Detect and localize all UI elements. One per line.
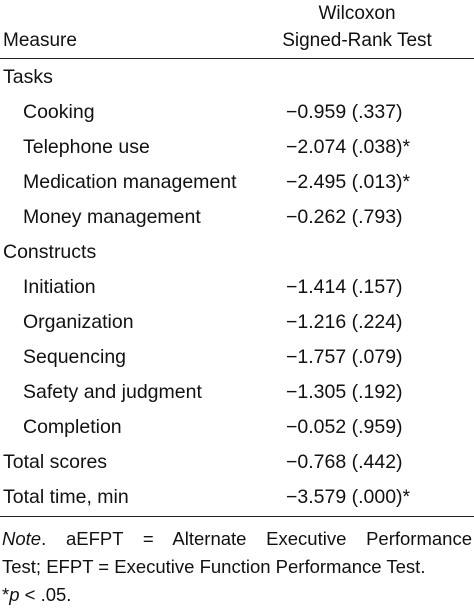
table-row: Safety and judgment −1.305 (.192) — [0, 374, 474, 409]
row-label: Constructs — [3, 241, 97, 263]
row-label: Telephone use — [23, 136, 150, 158]
note-line-1: Note. aEFPT = Alternate Executive Perfor… — [2, 525, 472, 553]
row-label: Total time, min — [3, 486, 129, 508]
table-row: Total scores −0.768 (.442) — [0, 444, 474, 479]
row-value: −3.579 (.000)* — [286, 486, 411, 508]
table-row: Total time, min −3.579 (.000)* — [0, 479, 474, 514]
row-label: Tasks — [3, 66, 53, 88]
table-note: Note. aEFPT = Alternate Executive Perfor… — [2, 525, 472, 609]
row-label: Safety and judgment — [23, 381, 202, 403]
column-header-wilcoxon: Wilcoxon Signed-Rank Test — [272, 0, 442, 54]
table-row: Organization −1.216 (.224) — [0, 304, 474, 339]
note-p-symbol: p — [9, 584, 20, 605]
note-line-2: Test; EFPT = Executive Function Performa… — [2, 556, 426, 577]
row-value: −2.495 (.013)* — [286, 171, 411, 193]
table-row: Tasks — [0, 59, 474, 94]
row-value: −0.959 (.337) — [286, 101, 403, 123]
row-label: Total scores — [3, 451, 108, 473]
column-header-measure: Measure — [3, 30, 77, 51]
table-row: Completion −0.052 (.959) — [0, 409, 474, 444]
row-value: −1.216 (.224) — [286, 311, 403, 333]
table-row: Sequencing −1.757 (.079) — [0, 339, 474, 374]
note-asterisk: * — [2, 584, 10, 605]
table-bottom-rule — [0, 516, 474, 517]
row-value: −1.414 (.157) — [286, 276, 403, 298]
results-table: Measure Wilcoxon Signed-Rank Test Tasks … — [0, 0, 474, 514]
row-value: −1.305 (.192) — [286, 381, 403, 403]
row-label: Completion — [23, 416, 122, 438]
row-label: Medication management — [23, 171, 237, 193]
row-value: −1.757 (.079) — [286, 346, 403, 368]
row-label: Initiation — [23, 276, 96, 298]
note-line-3: *p < .05. — [2, 581, 472, 609]
column-header-wilcoxon-line1: Wilcoxon — [318, 3, 396, 24]
note-line-3-text: < .05. — [19, 584, 72, 605]
row-value: −2.074 (.038)* — [286, 136, 411, 158]
row-label: Organization — [23, 311, 134, 333]
column-header-wilcoxon-line2: Signed-Rank Test — [282, 30, 432, 51]
table-row: Constructs — [0, 234, 474, 269]
row-label: Cooking — [23, 101, 95, 123]
table-row: Money management −0.262 (.793) — [0, 199, 474, 234]
row-label: Money management — [23, 206, 201, 228]
table-row: Medication management −2.495 (.013)* — [0, 164, 474, 199]
note-label: Note — [2, 528, 42, 549]
table-row: Cooking −0.959 (.337) — [0, 94, 474, 129]
table-row: Telephone use −2.074 (.038)* — [0, 129, 474, 164]
row-value: −0.052 (.959) — [286, 416, 403, 438]
table-header: Measure Wilcoxon Signed-Rank Test — [0, 0, 474, 59]
row-value: −0.262 (.793) — [286, 206, 403, 228]
table-body: Tasks Cooking −0.959 (.337) Telephone us… — [0, 59, 474, 514]
row-value: −0.768 (.442) — [286, 451, 403, 473]
table-row: Initiation −1.414 (.157) — [0, 269, 474, 304]
row-label: Sequencing — [23, 346, 127, 368]
note-line-1-text: . aEFPT = Alternate Executive Performanc… — [41, 528, 472, 549]
